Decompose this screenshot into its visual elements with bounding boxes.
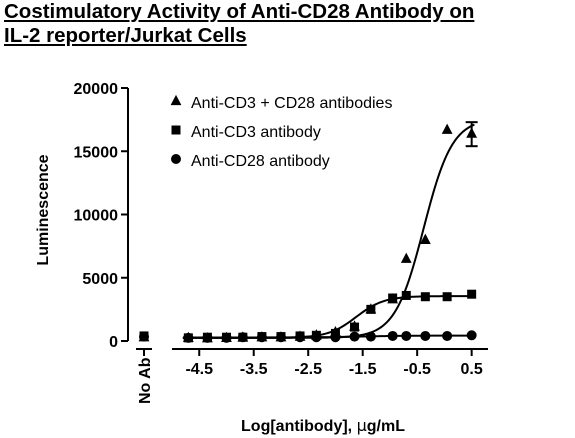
data-point [202,332,213,343]
y-axis-label: Luminescence [35,154,52,265]
data-point [350,322,360,332]
data-point [420,330,431,341]
data-point [256,332,267,343]
data-point [349,331,360,342]
data-point [420,292,430,302]
data-point [401,290,411,300]
axes: 0 5000 10000 15000 20000 No Ab -4.5 -3.5 -2.5 -1.… [74,81,488,404]
y-tick-label: 20000 [74,81,119,98]
x-axis-label-mu: µ [357,416,367,435]
x-tick-label: -1.5 [349,361,377,378]
data-point [441,123,453,134]
data-point [295,332,306,343]
legend-label: Anti-CD3 antibody [191,124,321,141]
data-point [442,330,453,341]
data-point [237,332,248,343]
legend-label: Anti-CD3 + CD28 antibodies [191,95,392,112]
data-point [366,304,376,314]
y-tick-label: 10000 [74,208,119,225]
x-tick-label: -3.5 [240,361,268,378]
y-tick-label: 0 [109,334,118,351]
legend-label: Anti-CD28 antibody [191,153,330,170]
x-tick-label-no-ab: No Ab [137,357,154,404]
data-point [442,292,452,302]
data-point [275,332,286,343]
x-axis-label-pre: Log[antibody], [241,418,357,435]
x-axis-label-post: g/mL [367,418,405,435]
chart-title-line-1: Costimulatory Activity of Anti-CD28 Anti… [4,0,475,23]
legend-marker [171,154,181,164]
data-point [419,233,431,244]
data-marks [138,121,478,343]
data-point [466,330,477,341]
data-point [387,330,398,341]
chart-title-line-2: IL-2 reporter/Jurkat Cells [4,24,247,47]
chart-title: Costimulatory Activity of Anti-CD28 Anti… [4,0,572,48]
x-axis-label: Log[antibody], µg/mL [241,416,405,435]
x-tick-label: -0.5 [403,361,431,378]
legend-marker [171,125,181,135]
y-tick-label: 5000 [82,271,118,288]
x-tick-label: 0.5 [461,361,483,378]
data-point [467,289,477,299]
data-point [221,332,232,343]
legend-marker [170,94,182,106]
y-tick-label: 15000 [74,144,119,161]
data-point [400,252,412,263]
x-tick-label: -2.5 [294,361,322,378]
legend: Anti-CD3 + CD28 antibodies Anti-CD3 antib… [170,94,392,170]
fit-curve [182,295,475,339]
data-point [401,330,412,341]
data-point [311,332,322,343]
data-point [183,332,194,343]
data-point [330,332,341,343]
data-point-no-ab [139,331,149,342]
data-point [365,331,376,342]
data-point [388,293,398,303]
x-tick-label: -4.5 [185,361,213,378]
